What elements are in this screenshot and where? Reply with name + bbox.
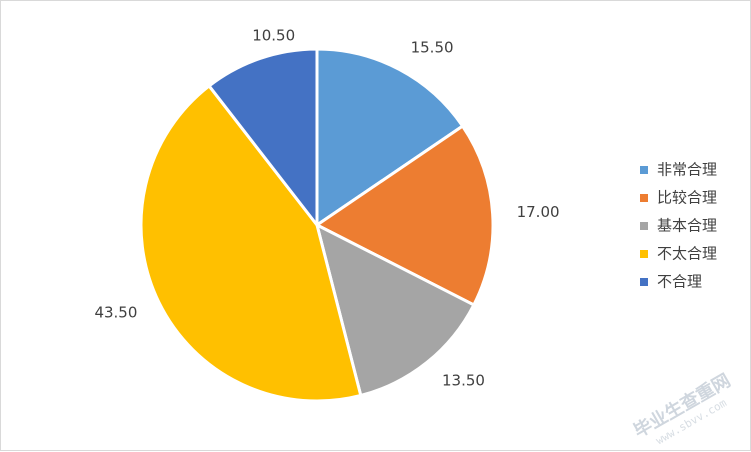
legend-item-slice-4: 不太合理 bbox=[640, 245, 717, 263]
pie-slice-slice-5 bbox=[207, 47, 319, 230]
pie-slices bbox=[139, 47, 495, 403]
legend-swatch bbox=[640, 250, 648, 258]
pie-slice-slice-2 bbox=[314, 123, 495, 307]
pie-slice-slice-4 bbox=[139, 83, 363, 403]
data-label-slice-3: 13.50 bbox=[442, 372, 485, 390]
data-label-slice-1: 15.50 bbox=[411, 39, 454, 57]
legend-item-slice-2: 比较合理 bbox=[640, 189, 717, 207]
data-label-slice-4: 43.50 bbox=[94, 304, 137, 322]
legend-swatch bbox=[640, 278, 648, 286]
watermark: 毕业生查重网 www.sbvv.com bbox=[630, 369, 735, 447]
legend-swatch bbox=[640, 166, 648, 174]
legend-label: 非常合理 bbox=[657, 161, 717, 179]
data-label-slice-5: 10.50 bbox=[252, 26, 295, 44]
pie-slice-slice-3 bbox=[314, 222, 476, 398]
legend-swatch bbox=[640, 222, 648, 230]
legend-label: 不太合理 bbox=[657, 245, 717, 263]
legend-item-slice-5: 不合理 bbox=[640, 273, 702, 291]
legend-item-slice-3: 基本合理 bbox=[640, 217, 717, 235]
data-label-slice-2: 17.00 bbox=[517, 203, 560, 221]
legend-swatch bbox=[640, 194, 648, 202]
legend-label: 不合理 bbox=[657, 273, 702, 291]
data-labels: 15.50 17.00 13.50 43.50 10.50 bbox=[94, 26, 559, 389]
legend-label: 基本合理 bbox=[657, 217, 717, 235]
pie-slice-slice-1 bbox=[315, 47, 465, 228]
legend-label: 比较合理 bbox=[657, 189, 717, 207]
legend-item-slice-1: 非常合理 bbox=[640, 161, 717, 179]
